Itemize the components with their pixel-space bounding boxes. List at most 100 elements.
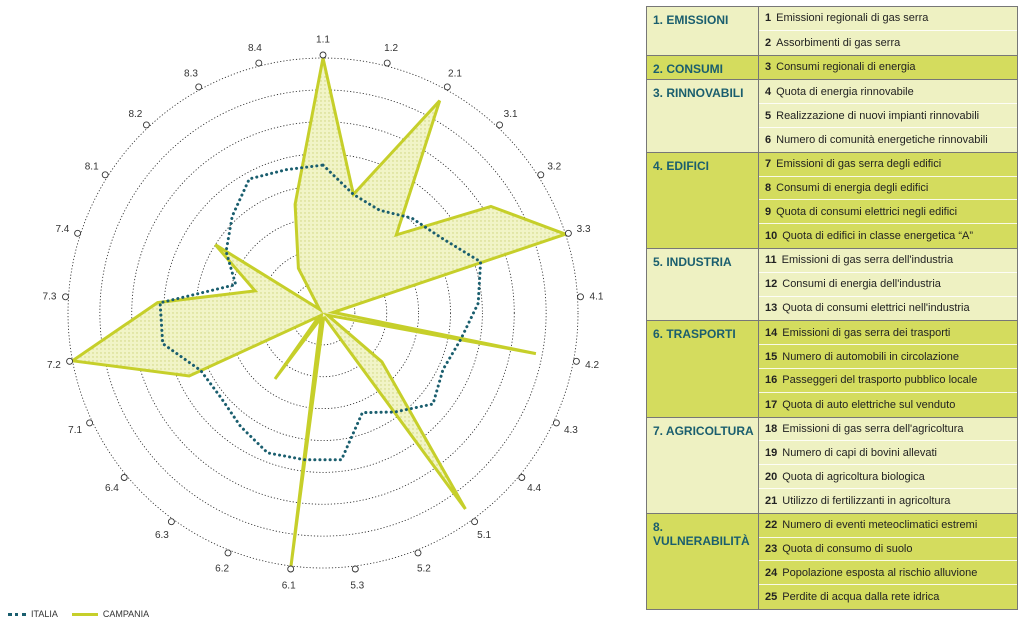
section-title: 3. RINNOVABILI (647, 80, 759, 152)
table-section: 6. TRASPORTI 14 Emissioni di gas serra dei… (647, 321, 1017, 418)
indicator-row: 11 Emissioni di gas serra dell'industria (759, 249, 1017, 273)
indicator-text: Consumi regionali di energia (776, 61, 916, 74)
axis-label: 8.1 (85, 162, 99, 173)
indicator-text: Perdite di acqua dalla rete idrica (782, 591, 940, 604)
axis-marker (62, 293, 69, 301)
axis-marker (74, 229, 82, 237)
axis-label: 3.3 (577, 224, 591, 235)
indicator-text: Quota di consumi elettrici negli edifici (776, 205, 958, 218)
indicator-row: 21 Utilizzo di fertilizzanti in agricoltu… (759, 489, 1017, 513)
axis-label: 5.1 (477, 530, 491, 541)
axis-marker (167, 518, 175, 526)
axis-marker (577, 293, 584, 301)
indicator-number: 11 (765, 254, 777, 267)
indicator-row: 8 Consumi di energia degli edifici (759, 177, 1017, 201)
legend-label-campania: CAMPANIA (102, 609, 150, 619)
axis-label: 3.1 (504, 109, 518, 120)
axis-label: 7.3 (43, 291, 57, 302)
indicator-text: Quota di consumo di suolo (782, 542, 913, 555)
indicator-number: 5 (765, 109, 772, 122)
section-title: 7. AGRICOLTURA (647, 417, 759, 513)
axis-marker (86, 419, 94, 427)
axis-marker (255, 59, 263, 67)
indicator-number: 4 (765, 85, 772, 98)
axis-marker (496, 121, 504, 129)
indicator-text: Quota di energia rinnovabile (776, 85, 914, 98)
indicator-row: 17 Quota di auto elettriche sul venduto (759, 393, 1017, 417)
indicator-row: 4 Quota di energia rinnovabile (759, 80, 1017, 105)
axis-marker (142, 121, 150, 129)
indicator-text: Assorbimenti di gas serra (776, 36, 901, 49)
axis-marker (287, 565, 295, 573)
axis-label: 6.3 (155, 530, 169, 541)
indicator-text: Numero di capi di bovini allevati (782, 446, 937, 459)
axis-label: 5.2 (417, 563, 431, 574)
indicator-text: Numero di automobili in circolazione (782, 350, 959, 363)
indicator-text: Quota di edifici in classe energetica “A… (782, 230, 974, 243)
indicator-number: 12 (765, 278, 778, 291)
axis-label: 4.1 (590, 291, 604, 302)
radar-chart: 1.1 1.2 2.1 3.1 3.2 3.3 4.1 4.2 4.3 4.4 5.1 5.2 5.3 6… (43, 35, 604, 592)
indicator-number: 3 (765, 61, 772, 74)
legend-label-italia: ITALIA (31, 609, 58, 619)
table-section: 1. EMISSIONI 1 Emissioni regionali di gas … (647, 7, 1017, 56)
indicator-text: Emissioni di gas serra dell'industria (781, 254, 954, 267)
indicator-text: Emissioni regionali di gas serra (776, 12, 929, 25)
legend-swatch-italia (8, 612, 26, 616)
grid-ring (226, 216, 420, 410)
axis-marker (101, 171, 109, 179)
axis-marker (66, 357, 74, 365)
indicator-row: 22 Numero di eventi meteoclimatici estrem… (759, 514, 1017, 538)
indicator-text: Passeggeri del trasporto pubblico locale (782, 374, 978, 387)
indicator-row: 16 Passeggeri del trasporto pubblico loca… (759, 369, 1017, 393)
indicator-text: Numero di comunità energetiche rinnovabi… (776, 133, 988, 146)
indicator-number: 15 (765, 350, 778, 363)
indicator-row: 15 Numero di automobili in circolazione (759, 345, 1017, 369)
axis-label: 4.4 (527, 483, 541, 494)
grid-ring (163, 153, 483, 473)
axis-marker (224, 549, 232, 557)
section-title: 8. VULNERABILITÀ (647, 513, 759, 609)
indicator-number: 22 (765, 519, 778, 532)
indicator-text: Realizzazione di nuovi impianti rinnovab… (776, 109, 980, 122)
indicator-row: 5 Realizzazione di nuovi impianti rinnova… (759, 104, 1017, 128)
axis-label: 4.2 (585, 360, 599, 371)
indicator-text: Quota di consumi elettrici nell'industri… (782, 302, 970, 315)
table-section: 4. EDIFICI 7 Emissioni di gas serra degli … (647, 152, 1017, 249)
indicator-text: Numero di eventi meteoclimatici estremi (782, 519, 978, 532)
axis-label: 7.1 (68, 425, 82, 436)
axis-label: 8.4 (248, 43, 262, 54)
indicator-table: 1. EMISSIONI 1 Emissioni regionali di gas … (646, 6, 1018, 610)
indicator-text: Emissioni di gas serra dell'agricoltura (782, 422, 964, 435)
axis-marker (414, 549, 422, 557)
axis-marker (537, 171, 545, 179)
indicator-row: 10 Quota di edifici in classe energetica … (759, 224, 1017, 248)
section-title: 2. CONSUMI (647, 55, 759, 80)
indicator-text: Emissioni di gas serra degli edifici (776, 158, 942, 171)
indicator-number: 16 (765, 374, 778, 387)
grid-ring (131, 121, 515, 505)
axis-label: 5.3 (350, 580, 364, 591)
indicator-row: 6 Numero di comunità energetiche rinnovab… (759, 128, 1017, 152)
axis-marker (471, 518, 479, 526)
axis-marker (319, 51, 327, 59)
axis-marker (572, 357, 580, 365)
axis-marker (443, 83, 451, 91)
indicator-number: 18 (765, 422, 778, 435)
legend-swatch-campania (71, 612, 98, 616)
indicator-row: 18 Emissioni di gas serra dell'agricoltur… (759, 418, 1017, 442)
series-italia (158, 163, 483, 462)
indicator-number: 6 (765, 133, 772, 146)
axis-label: 6.1 (282, 580, 296, 591)
section-title: 6. TRASPORTI (647, 321, 759, 417)
indicator-row: 23 Quota di consumo di suolo (759, 538, 1017, 562)
axis-marker (552, 419, 560, 427)
indicator-row: 19 Numero di capi di bovini allevati (759, 441, 1017, 466)
indicator-number: 1 (765, 12, 772, 25)
grid-ring (258, 248, 388, 378)
indicator-row: 7 Emissioni di gas serra degli edifici (759, 153, 1017, 177)
axis-label: 6.2 (215, 563, 229, 574)
legend-item-italia: ITALIA (8, 609, 58, 619)
series-campania (68, 57, 570, 567)
legend-item-campania: CAMPANIA (71, 609, 150, 619)
